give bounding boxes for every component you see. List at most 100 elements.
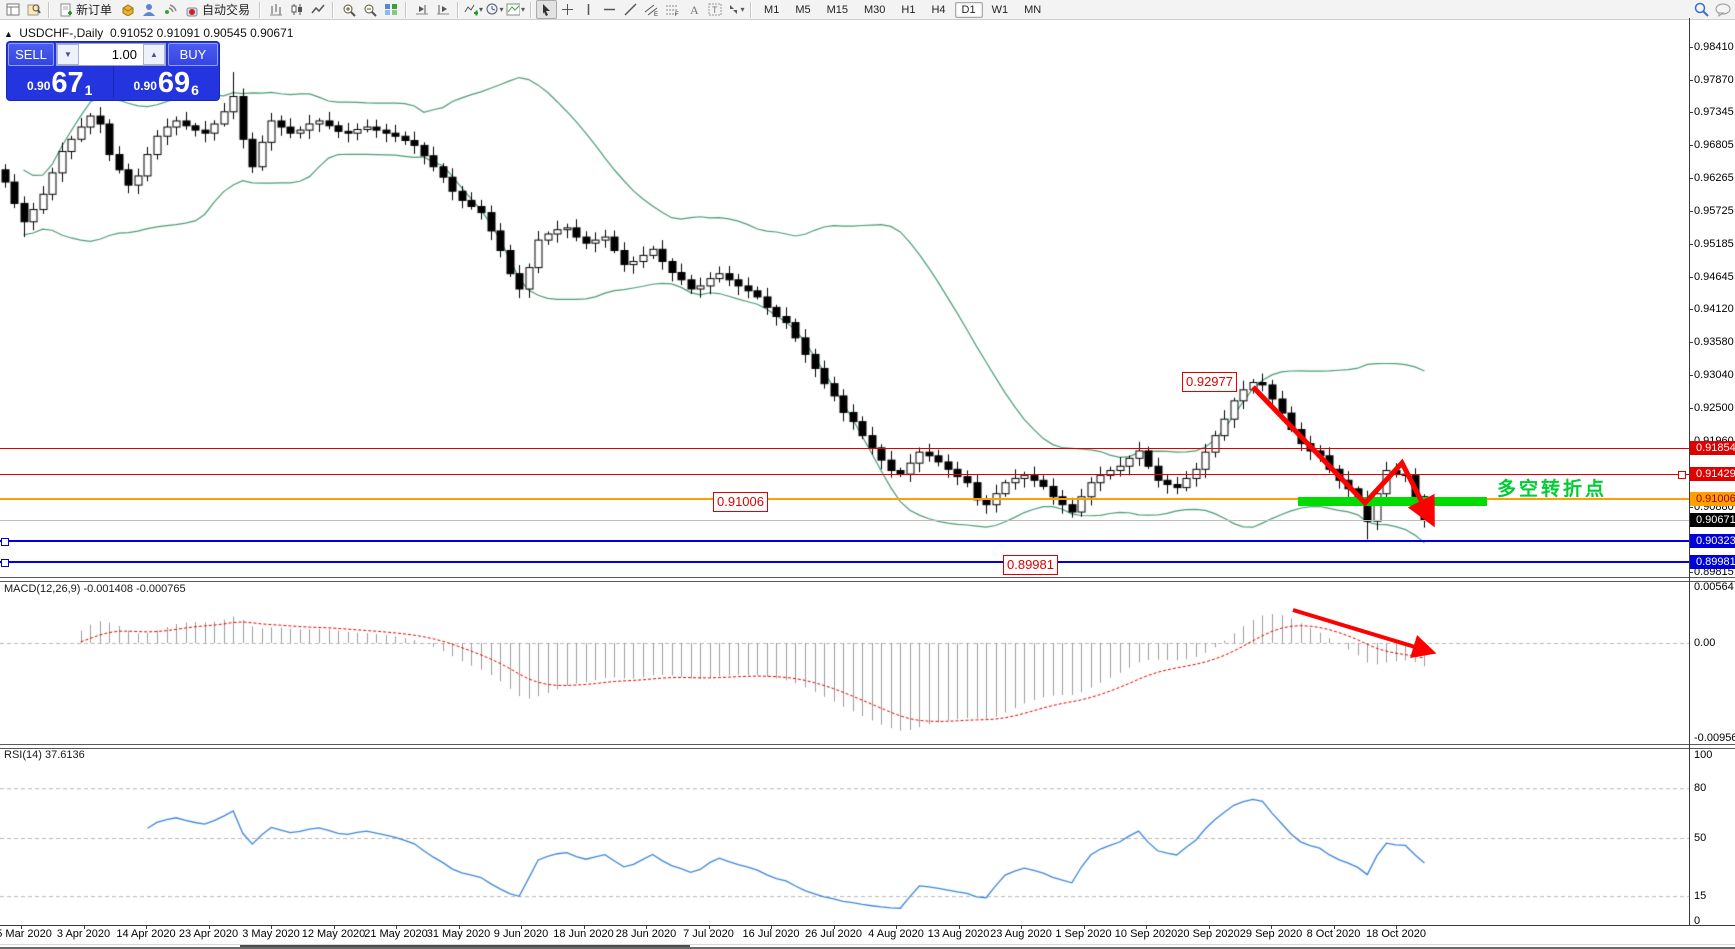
time-axis-tick [1271, 925, 1272, 929]
vertical-line-tool-icon[interactable] [578, 0, 599, 19]
volume-up-button[interactable]: ▲ [143, 44, 165, 65]
price-axis-tick [1689, 277, 1693, 279]
arrows-tool-icon[interactable]: ▾ [725, 0, 746, 19]
price-axis-tick [1689, 112, 1693, 114]
hline-handle[interactable] [1, 538, 9, 546]
search-icon[interactable] [1691, 0, 1712, 19]
candlestick-chart-icon[interactable] [286, 0, 307, 19]
crosshair-tool-icon[interactable] [557, 0, 578, 19]
timeframe-m15[interactable]: M15 [826, 3, 848, 16]
text-tool-icon[interactable]: A [683, 0, 704, 19]
chart-shift-icon[interactable] [432, 0, 453, 19]
sell-button[interactable]: SELL [8, 43, 54, 66]
hline-handle[interactable] [1678, 471, 1686, 479]
time-axis-label: 12 May 2020 [301, 928, 366, 940]
tile-windows-icon[interactable] [380, 0, 401, 19]
timeframe-w1[interactable]: W1 [991, 3, 1009, 16]
price-axis-tick [1689, 145, 1693, 147]
price-axis-tick [1689, 178, 1693, 180]
hline-0.90671[interactable] [0, 519, 1689, 521]
deposit-icon[interactable] [117, 0, 138, 19]
chat-icon[interactable] [1712, 0, 1733, 19]
pane-separator[interactable] [0, 577, 1735, 582]
auto-scroll-icon[interactable] [411, 0, 432, 19]
time-axis-label: 18 Jun 2020 [553, 928, 614, 940]
zoom-in-icon[interactable] [338, 0, 359, 19]
macd-pane-canvas [0, 581, 1689, 744]
time-axis-tick [1146, 925, 1147, 929]
toolbar-separator [750, 1, 753, 18]
timeframe-d1[interactable]: D1 [954, 1, 983, 18]
periods-icon[interactable]: ▾ [484, 0, 505, 19]
timeframe-mn[interactable]: MN [1024, 3, 1042, 16]
time-axis-line [0, 925, 1735, 926]
cursor-tool-icon[interactable] [536, 0, 558, 19]
ohlc-quote-label: 0.91052 0.91091 0.90545 0.90671 [109, 26, 294, 40]
timeframe-m30[interactable]: M30 [864, 3, 886, 16]
timeframe-m1[interactable]: M1 [764, 3, 780, 16]
sell-price-display[interactable]: 0.90 67 1 [7, 66, 113, 98]
line-chart-icon[interactable] [307, 0, 328, 19]
market-watch-icon[interactable] [2, 0, 23, 19]
price-axis-tick [1689, 408, 1693, 410]
timeframe-h1[interactable]: H1 [901, 3, 916, 16]
svg-text:E: E [654, 12, 658, 16]
toolbar-separator [48, 1, 50, 18]
hline-0.91854[interactable] [0, 447, 1689, 449]
svg-text:A: A [690, 3, 699, 16]
community-icon[interactable] [138, 0, 159, 19]
hline-0.91006[interactable] [0, 498, 1689, 500]
rsi-axis-label: 80 [1694, 782, 1707, 795]
hline-0.90323[interactable] [0, 540, 1689, 542]
time-axis-label: 28 Jun 2020 [615, 928, 677, 940]
trendline-tool-icon[interactable] [620, 0, 641, 19]
zoom-out-icon[interactable] [359, 0, 380, 19]
time-axis-tick [896, 925, 897, 929]
time-axis-tick [1208, 925, 1210, 929]
price-annotation-0.89981[interactable]: 0.89981 [1003, 555, 1058, 575]
bar-chart-icon[interactable] [265, 0, 286, 19]
volume-control: ▼ 1.00 ▲ [56, 43, 166, 66]
volume-input[interactable]: 1.00 [111, 47, 137, 62]
time-axis-label: 23 Apr 2020 [178, 928, 239, 940]
new-order-button[interactable]: 新订单 [54, 0, 117, 19]
signals-icon[interactable] [159, 0, 180, 19]
equidistant-channel-tool-icon[interactable]: E [641, 0, 662, 19]
time-axis-label: 9 Jun 2020 [493, 928, 549, 940]
buy-button[interactable]: BUY [168, 43, 218, 66]
trend-arrow-macd[interactable] [1292, 608, 1437, 659]
timeframe-m5[interactable]: M5 [795, 3, 811, 16]
time-axis-label: 7 Jul 2020 [683, 928, 734, 940]
add-indicator-icon[interactable]: ▾ [463, 0, 484, 19]
collapse-triangle-icon[interactable]: ▲ [4, 29, 13, 39]
autotrading-button[interactable]: 自动交易 [180, 0, 255, 19]
time-axis-tick [1083, 925, 1085, 929]
time-axis-tick [146, 925, 147, 929]
buy-price-display[interactable]: 0.90 69 6 [114, 66, 220, 98]
rsi-axis-label: 15 [1694, 890, 1707, 903]
price-annotation-0.92977[interactable]: 0.92977 [1182, 372, 1237, 392]
data-window-icon[interactable] [23, 0, 44, 19]
price-axis-label: 0.97345 [1694, 106, 1734, 119]
dropdown-arrow-icon: ▾ [479, 5, 484, 14]
price-annotation-0.91006[interactable]: 0.91006 [713, 492, 768, 512]
timeframe-h4[interactable]: H4 [931, 3, 946, 16]
fibonacci-tool-icon[interactable]: F [662, 0, 683, 19]
text-label-tool-icon[interactable]: T [704, 0, 725, 19]
hline-0.91429[interactable] [0, 473, 1689, 475]
hline-0.89981[interactable] [0, 561, 1689, 563]
pane-separator[interactable] [0, 744, 1735, 749]
symbol-period-label: USDCHF-,Daily [19, 26, 104, 40]
template-icon[interactable]: ▾ [505, 0, 526, 19]
time-axis-label: 18 Oct 2020 [1366, 928, 1426, 940]
price-axis-tick [1689, 309, 1693, 311]
timeframe-group: M1 M5 M15 M30 H1 H4 D1 W1 MN [756, 1, 1049, 18]
support-zone-highlight[interactable] [1298, 497, 1487, 506]
volume-down-button[interactable]: ▼ [57, 44, 79, 65]
hline-handle[interactable] [1, 559, 9, 567]
price-axis-label: 0.95725 [1694, 205, 1734, 218]
turning-point-note[interactable]: 多空转折点 [1497, 478, 1608, 500]
trend-arrow-main[interactable] [1251, 385, 1435, 528]
horizontal-line-tool-icon[interactable] [599, 0, 620, 19]
